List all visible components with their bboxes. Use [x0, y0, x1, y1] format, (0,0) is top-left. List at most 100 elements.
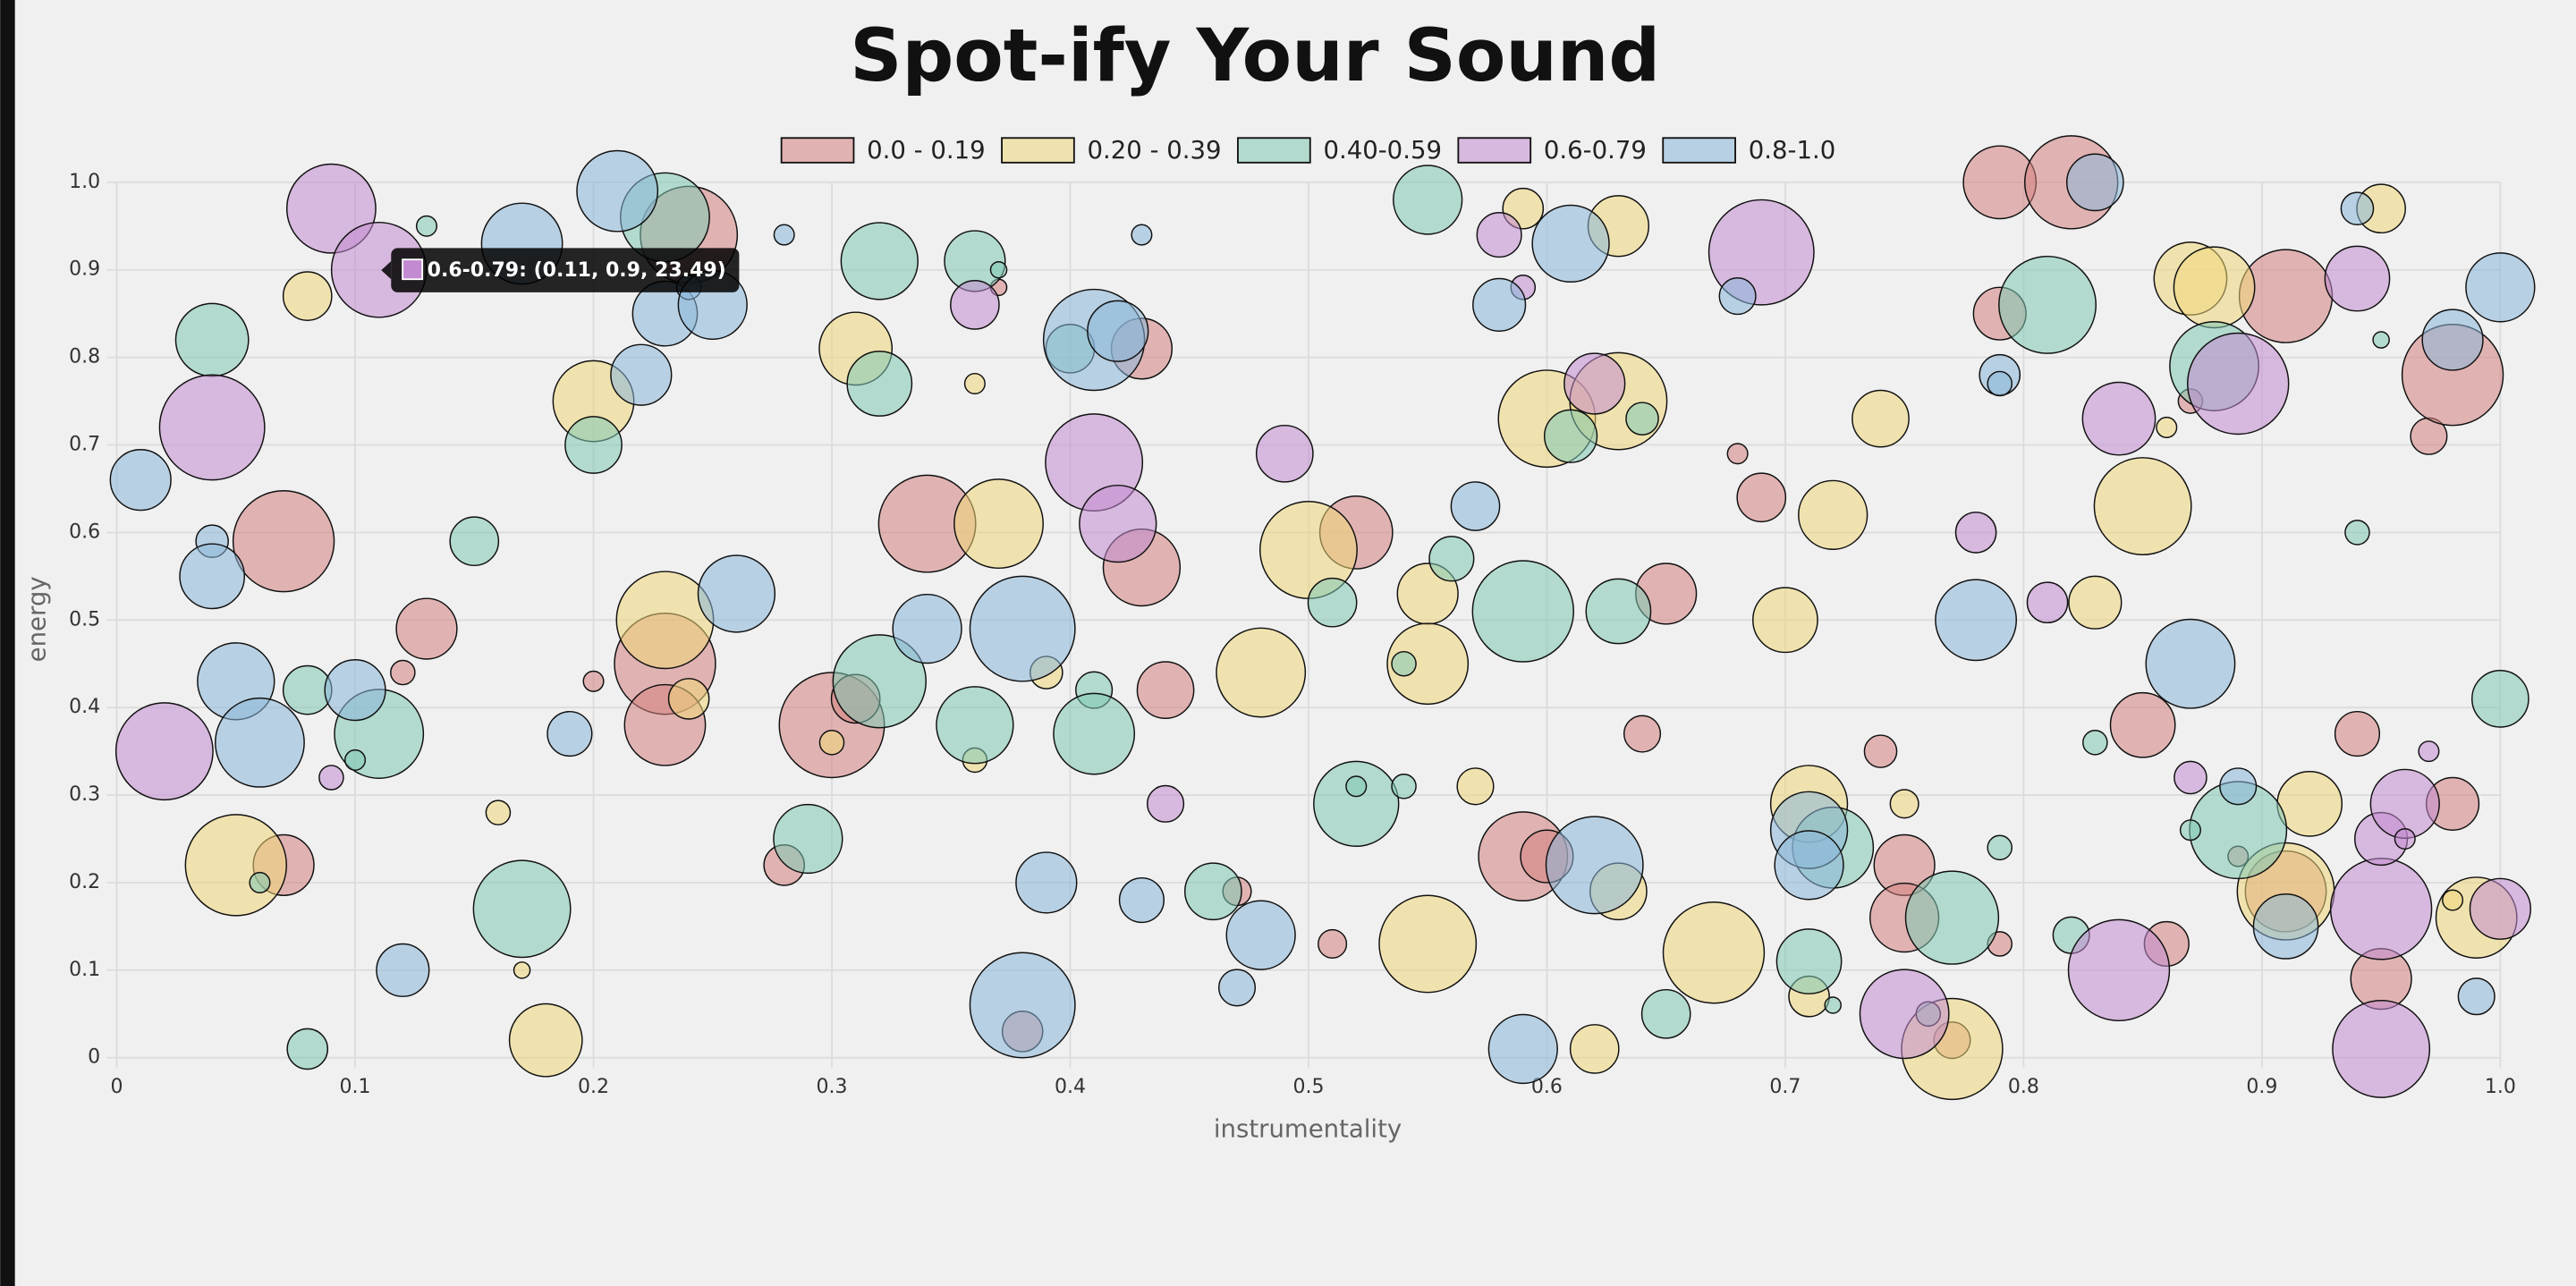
- bubble: [2421, 309, 2484, 371]
- bubble: [472, 859, 572, 959]
- bubble: [179, 543, 246, 610]
- bubble: [1859, 969, 1950, 1060]
- bubble: [344, 749, 367, 771]
- bubble: [1904, 870, 2000, 965]
- bubble: [840, 222, 919, 300]
- bubble: [564, 416, 623, 474]
- bubble: [1471, 560, 1574, 663]
- bubble: [989, 260, 1008, 279]
- tooltip-box: [391, 248, 740, 292]
- bubble: [950, 280, 1000, 330]
- bubble: [1136, 661, 1195, 719]
- bubble: [2324, 245, 2391, 312]
- bubble: [1625, 402, 1659, 436]
- bubble: [1472, 277, 1527, 332]
- bubble: [1545, 816, 1644, 915]
- bubble: [2470, 670, 2529, 728]
- bubble: [1456, 767, 1495, 806]
- x-axis-title: instrumentality: [1214, 1115, 1402, 1144]
- bubble: [667, 678, 710, 720]
- y-tick-label: 0.4: [69, 696, 100, 718]
- y-tick-label: 1.0: [69, 171, 100, 193]
- bubble: [963, 372, 986, 395]
- bubble: [610, 343, 673, 406]
- bubble: [892, 593, 962, 664]
- legend-label: 0.6-0.79: [1544, 136, 1647, 165]
- bubble: [2340, 191, 2375, 226]
- y-tick-label: 0.2: [69, 871, 100, 893]
- legend: 0.0 - 0.19 0.20 - 0.39 0.40-0.59 0.6-0.79 0.…: [780, 136, 1835, 165]
- bubble: [1889, 789, 1919, 819]
- bubble: [2145, 618, 2236, 709]
- bubble: [282, 271, 333, 321]
- bubble: [1569, 1024, 1620, 1074]
- bubble: [376, 943, 430, 997]
- x-tick-label: 0.8: [2008, 1076, 2039, 1098]
- legend-swatch: [1662, 137, 1736, 164]
- bubble: [2369, 768, 2440, 839]
- bubble: [390, 659, 416, 686]
- bubble: [324, 658, 386, 722]
- y-tick-label: 0.6: [69, 520, 100, 543]
- bubble: [936, 686, 1014, 765]
- bubble: [846, 351, 913, 417]
- y-tick-label: 0.5: [69, 608, 100, 630]
- bubble: [832, 634, 927, 729]
- bubble: [2081, 381, 2157, 456]
- bubble: [2252, 893, 2319, 960]
- bubble: [2082, 730, 2108, 756]
- legend-label: 0.0 - 0.19: [867, 136, 986, 165]
- bubble: [1987, 370, 2013, 397]
- bubble: [1131, 224, 1153, 246]
- bubble: [2156, 416, 2178, 438]
- y-tick-label: 0.3: [69, 783, 100, 806]
- bubble: [1428, 536, 1475, 582]
- tooltip-pointer: [381, 261, 392, 280]
- bubble: [953, 478, 1044, 570]
- bubble: [576, 149, 659, 233]
- x-tick-label: 0.5: [1292, 1076, 1324, 1098]
- bubble: [2394, 827, 2416, 850]
- bubble: [114, 702, 214, 801]
- bubble: [1998, 255, 2097, 354]
- bubble: [1774, 830, 1844, 901]
- legend-swatch: [780, 137, 855, 164]
- bubble: [1543, 409, 1598, 463]
- x-tick-label: 1.0: [2485, 1076, 2516, 1098]
- bubble: [2332, 999, 2431, 1098]
- bubble: [1391, 773, 1417, 800]
- bubble: [1863, 734, 1898, 768]
- bubble: [2344, 520, 2370, 546]
- bubble: [1391, 650, 1417, 677]
- bubble: [513, 961, 531, 979]
- bubble: [2067, 918, 2171, 1022]
- bubble: [1118, 876, 1165, 924]
- bubble: [1798, 479, 1868, 550]
- bubble: [1313, 760, 1400, 848]
- bubble: [1079, 484, 1157, 563]
- bubble: [773, 224, 795, 246]
- bubble: [395, 597, 458, 660]
- bubble: [1585, 578, 1652, 645]
- bubble: [969, 575, 1076, 682]
- bubble: [1563, 352, 1626, 415]
- bubble: [1225, 900, 1296, 970]
- bubble: [1824, 996, 1842, 1014]
- bubble: [2109, 691, 2176, 758]
- bubble: [697, 554, 776, 633]
- bubble: [2334, 710, 2381, 757]
- bubble: [1307, 577, 1358, 628]
- chart-title: Spot-ify Your Sound: [850, 14, 1660, 98]
- bubble: [2469, 877, 2531, 940]
- bubble: [158, 374, 266, 481]
- bubble: [2026, 581, 2069, 624]
- bubble: [2065, 153, 2124, 212]
- bubble: [2372, 331, 2390, 349]
- legend-label: 0.20 - 0.39: [1088, 136, 1222, 165]
- bubble: [318, 765, 344, 791]
- bubble: [1184, 862, 1242, 921]
- bubble: [1386, 622, 1470, 706]
- bubble: [1450, 481, 1501, 531]
- bubble: [2174, 760, 2207, 795]
